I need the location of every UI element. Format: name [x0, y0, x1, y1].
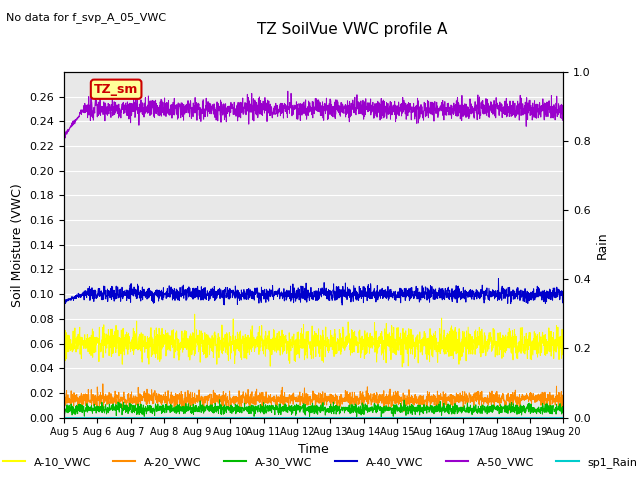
Y-axis label: Soil Moisture (VWC): Soil Moisture (VWC) — [11, 183, 24, 307]
Legend: A-10_VWC, A-20_VWC, A-30_VWC, A-40_VWC, A-50_VWC, sp1_Rain: A-10_VWC, A-20_VWC, A-30_VWC, A-40_VWC, … — [0, 452, 640, 472]
Y-axis label: Rain: Rain — [596, 231, 609, 259]
Text: No data for f_svp_A_05_VWC: No data for f_svp_A_05_VWC — [6, 12, 166, 23]
X-axis label: Time: Time — [298, 443, 329, 456]
Text: TZ SoilVue VWC profile A: TZ SoilVue VWC profile A — [257, 22, 447, 36]
Text: TZ_sm: TZ_sm — [94, 83, 138, 96]
